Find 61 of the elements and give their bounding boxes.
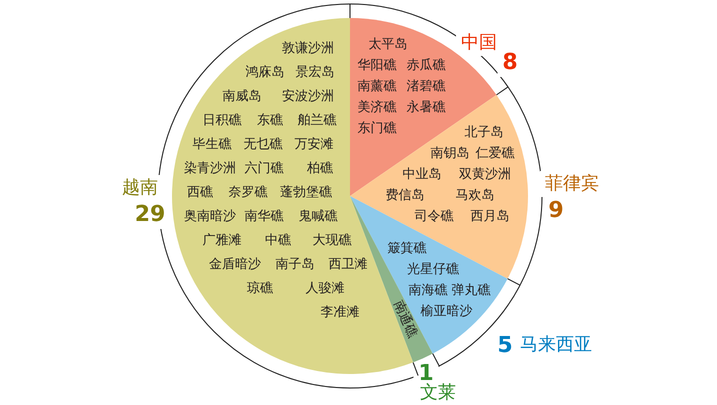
text: 司令礁 bbox=[414, 209, 454, 224]
text: 日积礁 bbox=[202, 113, 242, 128]
text: 费信岛 bbox=[386, 188, 424, 203]
text: 太平岛 bbox=[368, 37, 408, 52]
text: 安波沙洲 bbox=[282, 88, 334, 104]
data-label: 8 bbox=[502, 50, 518, 75]
text: 仁爱礁 bbox=[474, 146, 514, 161]
text: 李准滩 bbox=[320, 305, 360, 320]
text: 簸箕礁 bbox=[388, 241, 426, 256]
text: 景宏岛 bbox=[296, 64, 334, 80]
text: 西卫滩 bbox=[328, 257, 368, 272]
slice-label: 马来西亚 bbox=[520, 334, 592, 355]
text: 华阳礁 bbox=[358, 58, 396, 73]
text: 大现礁 bbox=[312, 233, 352, 248]
text: 六门礁 bbox=[244, 160, 284, 176]
text: 金盾暗沙 bbox=[209, 257, 261, 272]
text: 南钥岛 bbox=[430, 146, 470, 161]
text: 中业岛 bbox=[402, 167, 442, 182]
text: 人骏滩 bbox=[306, 281, 344, 296]
text: 渚碧礁 bbox=[406, 79, 446, 94]
text: 南威岛 bbox=[222, 89, 262, 104]
text: 南华礁 bbox=[244, 209, 284, 224]
text: 双黄沙洲 bbox=[459, 167, 511, 182]
text: 柏礁 bbox=[306, 161, 333, 176]
text: 琼礁 bbox=[247, 280, 273, 296]
text: 毕生礁 bbox=[192, 137, 232, 152]
text: 鸿庥岛 bbox=[246, 65, 284, 80]
slice-label: 文莱 bbox=[420, 382, 456, 403]
slice-label: 菲律宾 bbox=[545, 173, 599, 194]
text: 舶兰礁 bbox=[298, 113, 336, 128]
text: 无乜礁 bbox=[244, 137, 282, 152]
text: 中礁 bbox=[265, 233, 291, 248]
slice-label: 越南 bbox=[122, 177, 158, 198]
text: 鬼喊礁 bbox=[298, 209, 338, 224]
data-label: 9 bbox=[548, 198, 564, 223]
text: 西月岛 bbox=[470, 209, 510, 224]
text: 南薰礁 bbox=[358, 79, 396, 94]
data-label: 29 bbox=[134, 202, 166, 227]
text: 弹丸礁 bbox=[452, 283, 490, 298]
text: 北子岛 bbox=[464, 125, 504, 140]
text: 美济礁 bbox=[358, 99, 396, 115]
text: 蓬勃堡礁 bbox=[280, 185, 332, 200]
text: 马欢岛 bbox=[456, 188, 494, 203]
text: 东礁 bbox=[257, 113, 283, 128]
text: 光星仔礁 bbox=[407, 262, 459, 277]
text: 赤瓜礁 bbox=[406, 58, 446, 73]
data-label: 5 bbox=[497, 333, 513, 358]
text: 南子岛 bbox=[276, 257, 314, 272]
text: 榆亚暗沙 bbox=[420, 304, 472, 319]
text: 南通礁 bbox=[390, 298, 420, 340]
text: 西礁 bbox=[187, 185, 213, 200]
text: 东门礁 bbox=[358, 120, 396, 136]
text: 奈罗礁 bbox=[228, 185, 268, 200]
text: 广雅滩 bbox=[202, 233, 242, 248]
slice-label: 中国 bbox=[461, 32, 497, 53]
text: 永暑礁 bbox=[406, 99, 446, 115]
text: 南海礁 bbox=[408, 283, 448, 298]
text: 万安滩 bbox=[294, 136, 334, 152]
text: 敦谦沙洲 bbox=[282, 40, 334, 56]
text: 染青沙洲 bbox=[184, 161, 236, 176]
text: 奥南暗沙 bbox=[184, 209, 236, 224]
